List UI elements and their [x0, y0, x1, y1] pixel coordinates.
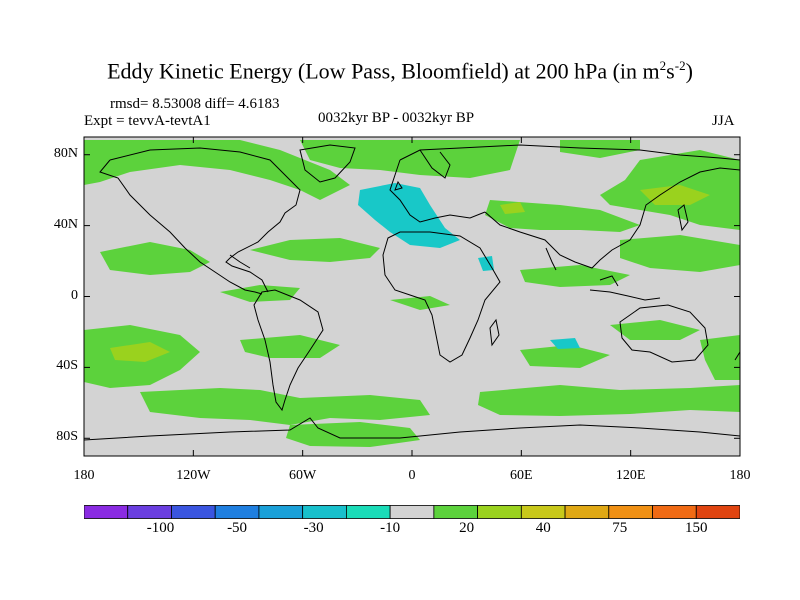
- lon-tick-label: 60W: [289, 468, 317, 483]
- colorbar-swatch: [302, 505, 347, 519]
- colorbar-label: -30: [303, 520, 324, 536]
- colorbar-swatch: [477, 505, 522, 519]
- colorbar-swatch: [345, 505, 391, 519]
- colorbar-swatch: [608, 505, 653, 519]
- season-label: JJA: [712, 113, 735, 129]
- colorbar-label: -100: [146, 520, 175, 536]
- expt-label: Expt = tevvA-tevtA1: [84, 113, 211, 129]
- lon-tick-label: 120W: [176, 468, 211, 483]
- lat-tick-label: 0: [71, 287, 78, 303]
- colorbar-label: 20: [459, 520, 475, 536]
- coastlines: [84, 144, 740, 441]
- colorbar-swatch: [652, 505, 697, 519]
- colorbar: [84, 505, 740, 519]
- colorbar-swatch: [564, 505, 610, 519]
- colorbar-swatch: [258, 505, 304, 519]
- lat-tick-label: 80N: [53, 145, 78, 161]
- lon-tick-label: 120E: [615, 468, 646, 483]
- lon-tick-label: 0: [408, 468, 416, 483]
- lat-tick-label: 40S: [56, 358, 78, 374]
- lat-tick-label: 80S: [56, 429, 78, 445]
- negative-anomaly-regions: [358, 183, 580, 349]
- lon-tick-label: 60E: [510, 468, 533, 483]
- colorbar-label: 40: [535, 520, 551, 536]
- colorbar-swatch: [695, 505, 740, 519]
- colorbar-swatch: [520, 505, 566, 519]
- colorbar-swatch: [84, 505, 129, 519]
- lat-tick-label: 40N: [53, 216, 78, 232]
- stronger-positive-regions: [110, 185, 710, 362]
- plot-title: Eddy Kinetic Energy (Low Pass, Bloomfiel…: [107, 58, 693, 84]
- colorbar-swatch: [127, 505, 172, 519]
- colorbar-label: -10: [380, 520, 401, 536]
- stats-text: rmsd= 8.53008 diff= 4.6183: [110, 96, 280, 112]
- period-label: 0032kyr BP - 0032kyr BP: [318, 110, 475, 126]
- colorbar-swatch: [389, 505, 435, 519]
- colorbar-swatch: [214, 505, 260, 519]
- colorbar-label: -50: [227, 520, 248, 536]
- axis-ticks: [83, 137, 741, 456]
- lon-tick-label: 180: [73, 468, 95, 483]
- lon-tick-label: 180: [729, 468, 751, 483]
- colorbar-label: 75: [612, 520, 628, 536]
- colorbar-label: 150: [685, 520, 708, 536]
- colorbar-swatch: [171, 505, 216, 519]
- colorbar-swatch: [433, 505, 479, 519]
